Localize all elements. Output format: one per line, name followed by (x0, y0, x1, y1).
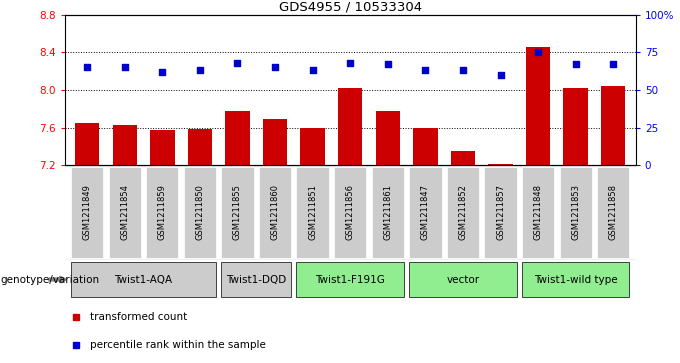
Point (382, 61, 393, 67)
Text: Twist1-DQD: Twist1-DQD (226, 274, 286, 285)
Point (532, 49, 543, 55)
Text: GSM1211850: GSM1211850 (195, 184, 205, 240)
FancyBboxPatch shape (597, 167, 630, 258)
Text: GSM1211847: GSM1211847 (421, 184, 430, 240)
Text: GSM1211854: GSM1211854 (120, 184, 129, 240)
Text: percentile rank within the sample: percentile rank within the sample (90, 340, 266, 350)
Text: GSM1211860: GSM1211860 (271, 184, 279, 240)
FancyBboxPatch shape (484, 167, 517, 258)
Bar (188, 129, 212, 165)
Point (157, 69, 168, 75)
Bar (601, 86, 626, 165)
Point (420, 68, 431, 73)
Point (495, 72, 506, 78)
FancyBboxPatch shape (409, 261, 517, 298)
Point (269, 64, 280, 70)
Text: GSM1211852: GSM1211852 (458, 184, 467, 240)
Bar (413, 127, 437, 165)
Text: GSM1211855: GSM1211855 (233, 184, 242, 240)
FancyBboxPatch shape (371, 167, 404, 258)
FancyBboxPatch shape (221, 167, 254, 258)
Text: GSM1211861: GSM1211861 (384, 184, 392, 240)
Point (608, 61, 619, 67)
Text: GSM1211857: GSM1211857 (496, 184, 505, 240)
Bar (150, 130, 175, 165)
Bar (301, 127, 325, 165)
Point (345, 60, 356, 66)
Title: GDS4955 / 10533304: GDS4955 / 10533304 (279, 0, 422, 13)
Text: GSM1211853: GSM1211853 (571, 184, 580, 240)
Bar (112, 125, 137, 165)
Point (194, 68, 205, 73)
Point (119, 64, 130, 70)
Bar (564, 88, 588, 165)
Bar (225, 111, 250, 165)
Text: genotype/variation: genotype/variation (0, 274, 99, 285)
FancyBboxPatch shape (296, 261, 404, 298)
Text: GSM1211859: GSM1211859 (158, 184, 167, 240)
Text: GSM1211856: GSM1211856 (345, 184, 355, 240)
FancyBboxPatch shape (109, 167, 141, 258)
Bar (75, 123, 99, 165)
FancyBboxPatch shape (522, 261, 630, 298)
Text: GSM1211858: GSM1211858 (609, 184, 617, 240)
FancyBboxPatch shape (447, 167, 479, 258)
FancyBboxPatch shape (71, 167, 103, 258)
Point (571, 61, 581, 67)
FancyBboxPatch shape (221, 261, 291, 298)
FancyBboxPatch shape (71, 261, 216, 298)
Text: GSM1211851: GSM1211851 (308, 184, 317, 240)
FancyBboxPatch shape (296, 167, 329, 258)
Point (458, 68, 469, 73)
Text: GSM1211848: GSM1211848 (534, 184, 543, 240)
FancyBboxPatch shape (259, 167, 291, 258)
Point (232, 60, 243, 66)
FancyBboxPatch shape (334, 167, 367, 258)
Point (82, 64, 92, 70)
Bar (451, 151, 475, 165)
Bar (488, 164, 513, 165)
FancyBboxPatch shape (184, 167, 216, 258)
FancyBboxPatch shape (560, 167, 592, 258)
Bar (526, 48, 550, 165)
Text: Twist1-F191G: Twist1-F191G (316, 274, 385, 285)
Bar (338, 88, 362, 165)
Text: Twist1-wild type: Twist1-wild type (534, 274, 617, 285)
Bar (375, 111, 400, 165)
FancyBboxPatch shape (522, 167, 554, 258)
Text: transformed count: transformed count (90, 312, 188, 322)
Bar (263, 119, 287, 165)
Point (307, 68, 318, 73)
Text: GSM1211849: GSM1211849 (83, 184, 92, 240)
Text: vector: vector (446, 274, 479, 285)
FancyBboxPatch shape (146, 167, 178, 258)
Text: Twist1-AQA: Twist1-AQA (114, 274, 173, 285)
FancyBboxPatch shape (409, 167, 441, 258)
